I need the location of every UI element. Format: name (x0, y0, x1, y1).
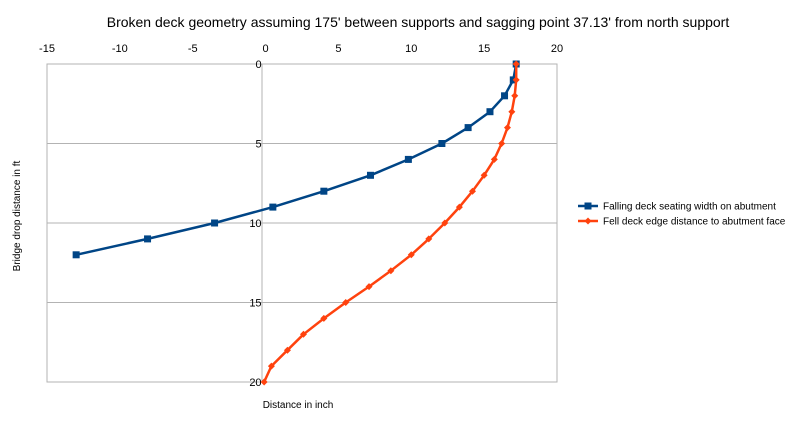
y-tick-label: 0 (255, 59, 261, 71)
x-tick-label: 10 (405, 43, 417, 55)
data-point (366, 171, 374, 179)
data-point (267, 362, 275, 370)
data-point (283, 346, 291, 354)
x-tick-label: 20 (551, 43, 563, 55)
data-point (407, 251, 415, 259)
data-point (320, 187, 328, 195)
legend-item-2: Fell deck edge distance to abutment face (578, 217, 786, 228)
data-point (464, 124, 472, 132)
data-point (144, 235, 152, 243)
data-point (511, 92, 519, 100)
data-point (512, 60, 520, 68)
y-tick-label: 10 (249, 218, 261, 230)
data-point (512, 76, 520, 84)
legend-swatch-marker (584, 202, 592, 210)
y-axis-label: Bridge drop distance in ft (12, 160, 23, 271)
chart-title: Broken deck geometry assuming 175' betwe… (107, 14, 730, 30)
plot-frame (46, 63, 558, 383)
data-point (260, 378, 268, 386)
data-point (498, 140, 506, 147)
data-point (365, 283, 373, 291)
data-point (503, 124, 511, 132)
x-tick-label: -10 (112, 43, 128, 55)
data-point (455, 203, 463, 211)
data-point (387, 267, 395, 275)
data-point (441, 219, 449, 227)
data-point (269, 203, 277, 211)
y-tick-label: 15 (249, 298, 261, 310)
data-point (404, 155, 412, 163)
legend-swatch-marker (584, 217, 592, 225)
data-point (468, 187, 476, 195)
series-layer (72, 60, 520, 386)
data-point (211, 219, 219, 227)
data-point (486, 108, 494, 116)
x-tick-label: 15 (478, 43, 490, 55)
series-line-1 (75, 63, 518, 257)
legend-label: Fell deck edge distance to abutment face (603, 217, 786, 228)
legend-label: Falling deck seating width on abutment (603, 202, 776, 213)
data-point (480, 171, 488, 179)
data-point (508, 108, 516, 116)
x-tick-label: -5 (188, 43, 198, 55)
x-tick-label: -15 (39, 43, 55, 55)
data-point (425, 235, 433, 243)
legend-item-1: Falling deck seating width on abutment (578, 202, 776, 213)
y-tick-label: 20 (249, 377, 261, 389)
data-point (501, 92, 509, 100)
data-point (490, 155, 498, 163)
x-tick-label: 5 (335, 43, 341, 55)
series-2 (260, 60, 520, 386)
x-tick-label: 0 (263, 43, 269, 55)
legend: Falling deck seating width on abutment Fe… (578, 202, 786, 228)
y-tick-labels: 0 5 10 15 20 (249, 59, 261, 389)
data-point (342, 299, 350, 306)
data-point (438, 140, 446, 147)
series-1 (72, 60, 520, 259)
data-point (320, 314, 328, 322)
data-point (72, 251, 80, 259)
x-tick-labels: -15 -10 -5 0 5 10 15 20 (39, 43, 563, 55)
x-axis-label: Distance in inch (263, 400, 334, 411)
data-point (299, 330, 307, 338)
y-tick-label: 5 (255, 139, 261, 151)
